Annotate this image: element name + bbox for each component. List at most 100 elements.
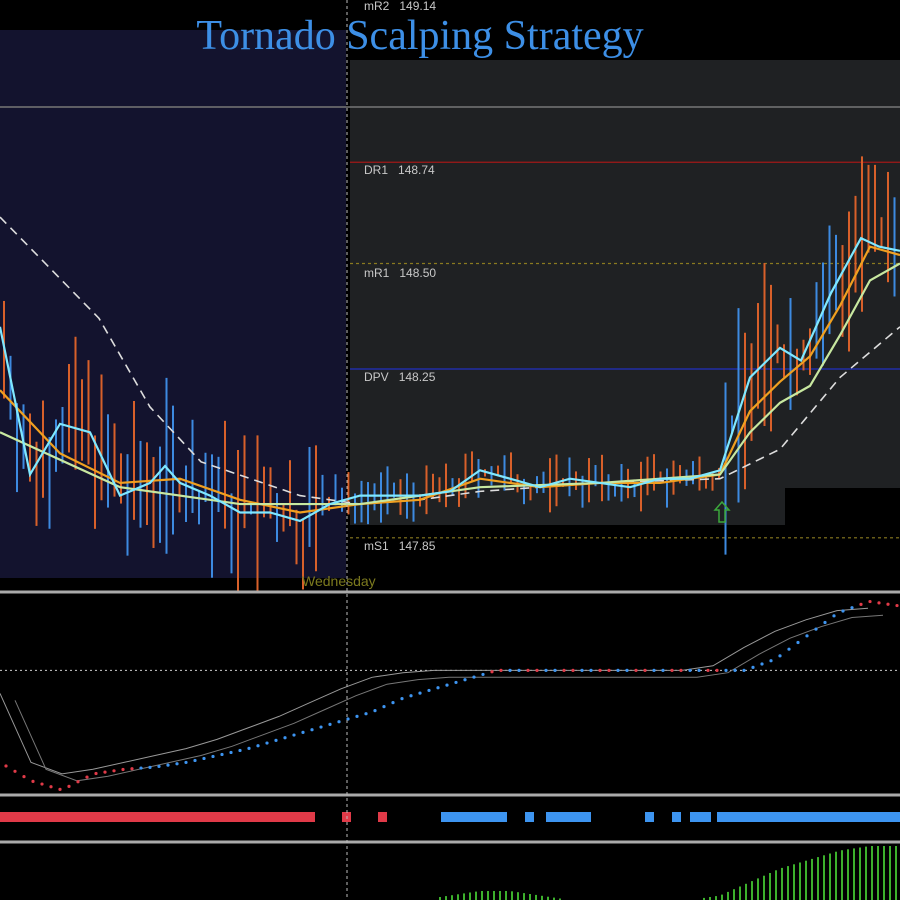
oscillator-dot (193, 758, 197, 763)
oscillator-dot (292, 733, 296, 737)
signal-segment (717, 812, 900, 822)
oscillator-dot (4, 764, 8, 768)
oscillator-dot (850, 606, 854, 610)
oscillator-dot (103, 770, 107, 774)
oscillator-dot (616, 668, 620, 673)
moving-average-line (0, 236, 900, 523)
oscillator-dot (364, 712, 368, 716)
signal-segment (525, 812, 534, 822)
oscillator-dot (265, 741, 269, 745)
oscillator-dot (742, 668, 746, 673)
oscillator-dot (283, 736, 287, 740)
oscillator-dot (427, 688, 431, 693)
oscillator-dot (796, 640, 800, 645)
level-name: mR2 (364, 0, 390, 13)
level-label-DPV: DPV 148.25 (364, 371, 435, 384)
oscillator-dot (94, 771, 98, 776)
oscillator-dot (13, 769, 17, 773)
oscillator-dot (760, 662, 764, 666)
oscillator-dot (535, 668, 539, 673)
level-name: mS1 (364, 539, 389, 553)
oscillator-dot (598, 668, 602, 673)
oscillator-dot (733, 668, 737, 673)
oscillator-dot (841, 609, 845, 613)
oscillator-line (0, 607, 869, 775)
oscillator-dot (715, 668, 719, 673)
oscillator-dot (643, 668, 647, 673)
oscillator-dot (571, 668, 575, 673)
oscillator-dot (823, 620, 827, 625)
oscillator-dot (256, 744, 260, 748)
oscillator-dot (319, 725, 323, 729)
oscillator-dot (607, 668, 611, 673)
oscillator-dot (130, 767, 134, 771)
oscillator-dot (670, 668, 674, 673)
oscillator-dot (751, 665, 755, 669)
oscillator-dot (805, 634, 809, 638)
signal-segment (645, 812, 654, 822)
level-label-mR2: mR2 149.14 (364, 0, 436, 13)
oscillator-dot (391, 701, 395, 705)
oscillator-dot (787, 647, 791, 651)
oscillator-dot (589, 668, 593, 673)
oscillator-dot (463, 678, 467, 682)
oscillator-dot (580, 668, 584, 673)
oscillator-dot (157, 764, 161, 769)
oscillator-dot (625, 668, 629, 673)
oscillator-dot (886, 602, 890, 606)
oscillator-dot (112, 769, 116, 773)
oscillator-dot (202, 756, 206, 761)
oscillator-dot (76, 780, 80, 784)
oscillator-dot (67, 784, 71, 789)
level-value: 148.50 (399, 266, 437, 280)
oscillator-signal-line (14, 614, 884, 782)
oscillator-dot (769, 659, 773, 663)
oscillator-dot (544, 668, 548, 673)
current-session-background (350, 60, 900, 525)
oscillator-dot (175, 762, 179, 766)
oscillator-dot (85, 775, 89, 779)
signal-segment (378, 812, 387, 822)
oscillator-dot (652, 668, 656, 673)
level-label-mR1: mR1 148.50 (364, 267, 436, 280)
oscillator-dot (859, 602, 863, 606)
day-label: Wednesday (302, 573, 376, 589)
oscillator-dot (139, 766, 143, 770)
level-name: DPV (364, 370, 389, 384)
oscillator-dot (355, 714, 359, 718)
buy-arrow-icon (713, 500, 731, 523)
level-label-mS1: mS1 147.85 (364, 540, 435, 553)
chart-title: Tornado Scalping Strategy (196, 13, 644, 59)
signal-segment (690, 812, 711, 822)
oscillator-dot (418, 691, 422, 695)
oscillator-dot (211, 754, 215, 759)
oscillator-dot (472, 675, 476, 679)
oscillator-dot (148, 765, 152, 769)
oscillator-dot (526, 668, 530, 673)
oscillator-dot (481, 672, 485, 677)
oscillator-dot (373, 709, 377, 713)
oscillator-dot (499, 668, 503, 673)
signal-segment (441, 812, 507, 822)
oscillator-dot (121, 767, 125, 772)
oscillator-dot (679, 668, 683, 673)
oscillator-dot (400, 697, 404, 701)
oscillator-dot (517, 668, 521, 673)
oscillator-dot (328, 722, 332, 726)
level-label-DR1: DR1 148.74 (364, 164, 435, 177)
moving-average-line (0, 262, 900, 506)
oscillator-dot (436, 686, 440, 690)
signal-segment (672, 812, 681, 822)
oscillator-dot (778, 654, 782, 658)
oscillator-dot (706, 668, 710, 673)
oscillator-dot (301, 730, 305, 734)
session-gap (785, 488, 900, 528)
oscillator-dot (553, 668, 557, 673)
oscillator-dot (490, 670, 494, 674)
oscillator-dot (697, 668, 701, 673)
oscillator-dot (229, 750, 233, 755)
oscillator-dot (562, 668, 566, 673)
oscillator-dot (814, 627, 818, 631)
